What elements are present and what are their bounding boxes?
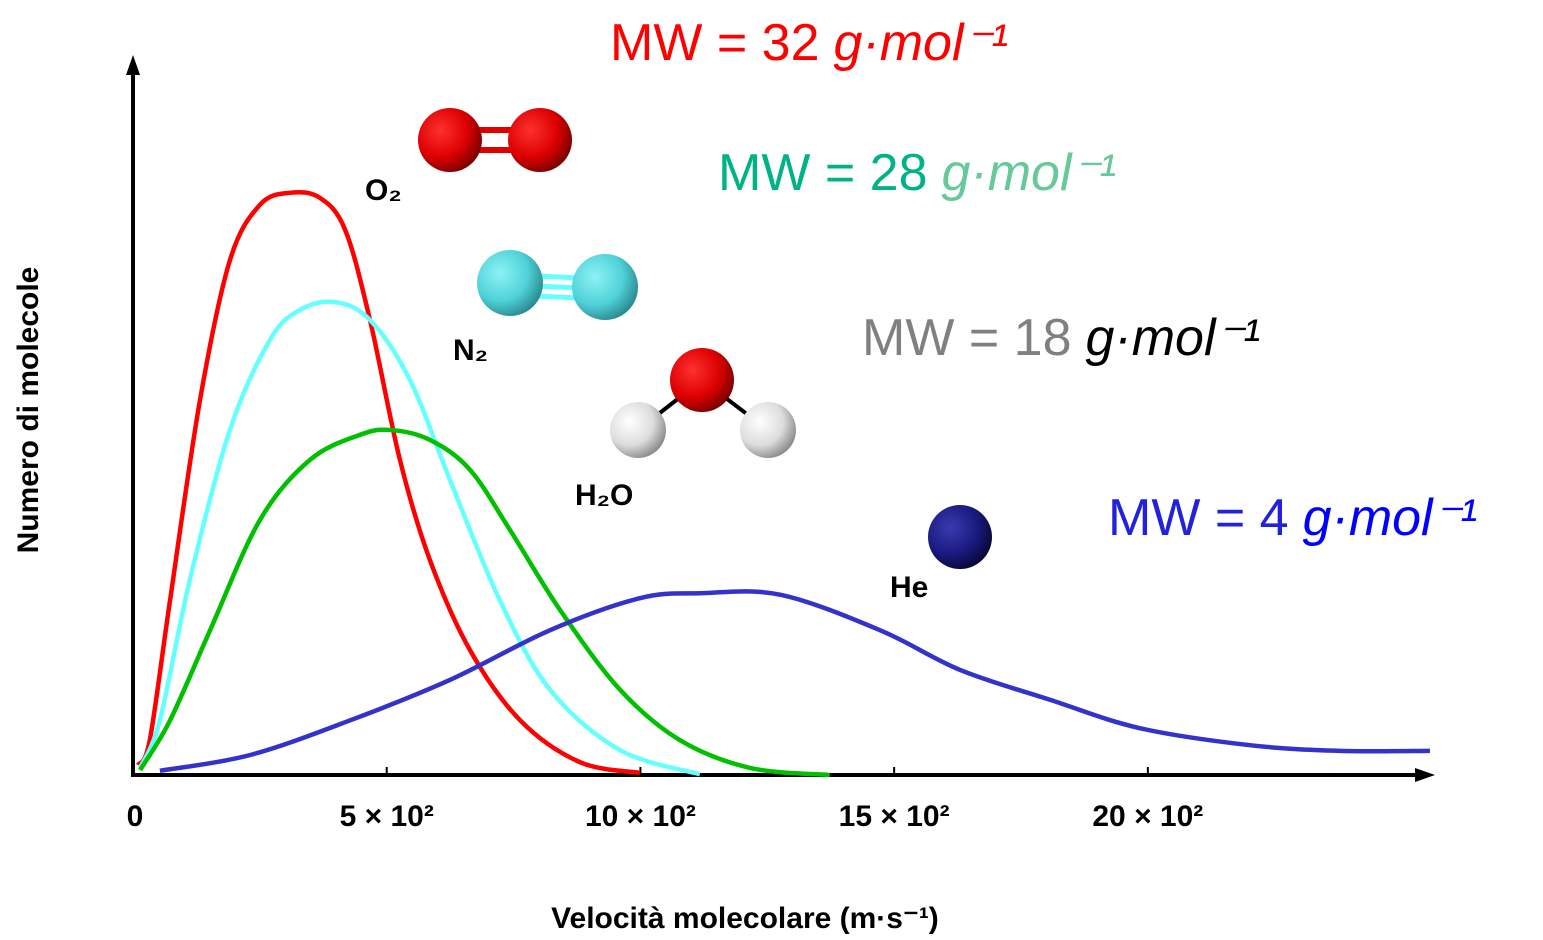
molecule-label: He <box>890 571 928 604</box>
molecule-label: N₂ <box>453 334 488 367</box>
curve <box>140 430 830 775</box>
molecule-n2 <box>477 250 638 320</box>
mw-unit: g·mol⁻¹ <box>1086 309 1261 367</box>
mw-value: MW = 4 <box>1108 489 1289 547</box>
molecule-label: H₂O <box>575 479 633 512</box>
mw-value: MW = 32 <box>610 14 820 72</box>
x-tick-label: 10 × 10² <box>585 800 696 833</box>
molecule-label: O₂ <box>365 174 402 207</box>
x-tick-label: 0 <box>127 800 144 833</box>
molecule-he <box>928 505 992 569</box>
molecule-h2o <box>610 348 796 458</box>
curve <box>160 591 1430 770</box>
mw-unit: g·mol⁻¹ <box>1303 489 1478 547</box>
mw-unit: g·mol⁻¹ <box>834 14 1009 72</box>
x-axis-label: Velocità molecolare (m·s⁻¹) <box>551 902 939 935</box>
x-tick-label: 15 × 10² <box>839 800 950 833</box>
molecule-o2 <box>418 108 572 172</box>
mw-value: MW = 18 <box>862 309 1072 367</box>
x-tick-label: 20 × 10² <box>1092 800 1203 833</box>
y-axis-label: Numero di molecole <box>12 267 45 554</box>
mw-unit: g·mol⁻¹ <box>942 144 1117 202</box>
chart: Velocità molecolare (m·s⁻¹) Numero di mo… <box>0 0 1543 940</box>
mw-value: MW = 28 <box>718 144 928 202</box>
x-tick-label: 5 × 10² <box>340 800 434 833</box>
